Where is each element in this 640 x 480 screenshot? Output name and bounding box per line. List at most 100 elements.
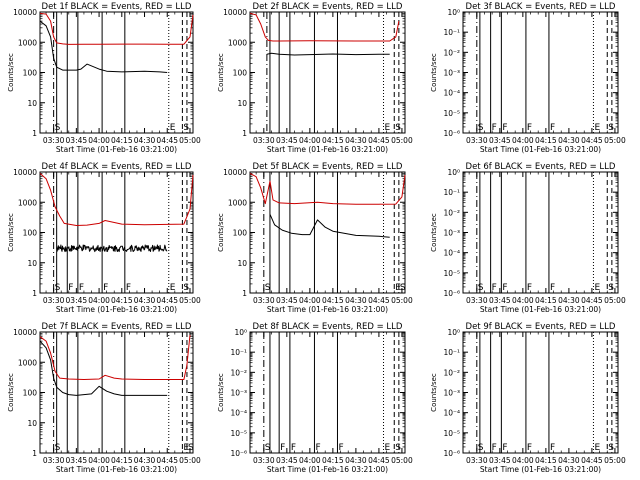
- x-tick-label: 05:00: [604, 296, 626, 305]
- y-tick-label: 10⁻²: [443, 48, 460, 57]
- events-series-line: [269, 214, 390, 238]
- x-tick-label: 04:15: [111, 296, 133, 305]
- x-tick-label: 04:45: [581, 136, 603, 145]
- y-tick-label: 10: [27, 259, 37, 268]
- x-tick-label: 04:15: [111, 456, 133, 465]
- vline-label: F: [291, 443, 296, 453]
- x-axis-label: Start Time (01-Feb-16 03:21:00): [480, 305, 601, 314]
- y-tick-label: 1: [242, 129, 247, 138]
- panel-title: Det 7f BLACK = Events, RED = LLD: [42, 322, 192, 332]
- x-tick-label: 05:00: [391, 296, 413, 305]
- x-tick-label: 03:45: [489, 136, 511, 145]
- plot-frame: [39, 171, 194, 294]
- y-tick-label: 1000: [18, 358, 37, 367]
- x-tick-label: 04:15: [535, 456, 557, 465]
- lld-series-line: [249, 12, 400, 42]
- x-tick-label: 04:00: [299, 456, 321, 465]
- x-tick-label: 04:45: [368, 296, 390, 305]
- x-tick-label: 04:30: [134, 456, 156, 465]
- events-series-line: [39, 20, 168, 73]
- x-axis-label: Start Time (01-Feb-16 03:21:00): [56, 145, 177, 154]
- y-tick-label: 10: [27, 99, 37, 108]
- y-tick-label: 100: [233, 69, 248, 78]
- panel-title: Det 6f BLACK = Events, RED = LLD: [466, 162, 616, 172]
- y-tick-label: 10⁻¹: [443, 28, 460, 37]
- vline-label: F: [502, 123, 507, 133]
- y-tick-label: 100: [23, 69, 38, 78]
- vline-label: E: [385, 123, 391, 133]
- vline-label: S: [55, 283, 61, 293]
- vline-label: F: [280, 443, 285, 453]
- vline-label: S: [55, 443, 61, 453]
- vline-label: S: [608, 283, 614, 293]
- y-tick-label: 10000: [13, 168, 37, 177]
- x-axis-label: Start Time (01-Feb-16 03:21:00): [56, 305, 177, 314]
- x-tick-label: 03:30: [253, 456, 275, 465]
- plot-frame: [462, 11, 619, 134]
- plot-frame: [249, 171, 406, 294]
- y-tick-label: 10⁻¹: [443, 188, 460, 197]
- y-tick-label: 10⁻⁵: [443, 109, 460, 118]
- events-series-line: [266, 52, 390, 56]
- x-tick-label: 04:00: [88, 296, 110, 305]
- x-axis-label: Start Time (01-Feb-16 03:21:00): [56, 465, 177, 474]
- panel-title: Det 3f BLACK = Events, RED = LLD: [466, 2, 616, 12]
- y-tick-label: 10⁰: [447, 328, 460, 337]
- lld-series-line: [39, 173, 194, 226]
- vline-label: F: [492, 443, 497, 453]
- vline-label: S: [183, 283, 189, 293]
- vline-label: E: [170, 123, 176, 133]
- x-tick-label: 04:00: [512, 136, 534, 145]
- vline-label: F: [527, 123, 532, 133]
- y-tick-label: 10⁻¹: [443, 348, 460, 357]
- y-axis-label: Counts/sec: [7, 373, 15, 412]
- y-tick-label: 1000: [18, 38, 37, 47]
- vline-label: F: [68, 283, 73, 293]
- y-tick-label: 1: [32, 129, 37, 138]
- y-tick-label: 10⁻⁴: [443, 249, 460, 258]
- y-axis-label: Counts/sec: [217, 373, 225, 412]
- vline-label: F: [126, 283, 131, 293]
- plot-frame: [462, 331, 619, 454]
- panel-5: Det 5f BLACK = Events, RED = LLD 1 10 100 10…: [217, 162, 413, 314]
- x-tick-label: 03:30: [43, 136, 65, 145]
- panel-7: Det 7f BLACK = Events, RED = LLD 1 10 100 10…: [7, 322, 201, 474]
- y-tick-label: 1: [242, 289, 247, 298]
- vline-label: F: [527, 283, 532, 293]
- panel-9: Det 9f BLACK = Events, RED = LLD 10⁻⁶ 10⁻⁵…: [430, 322, 626, 474]
- vline-label: F: [502, 283, 507, 293]
- panel-8: Det 8f BLACK = Events, RED = LLD 10⁻⁶ 10⁻⁵…: [217, 322, 413, 474]
- x-tick-label: 05:00: [391, 456, 413, 465]
- vline-label: F: [315, 443, 320, 453]
- plot-frame: [249, 331, 406, 454]
- vline-label: S: [265, 443, 271, 453]
- x-tick-label: 03:45: [276, 456, 298, 465]
- vline-label: F: [550, 443, 555, 453]
- y-tick-label: 10⁻⁴: [443, 409, 460, 418]
- lld-series-line: [39, 334, 191, 380]
- x-tick-label: 03:45: [489, 456, 511, 465]
- x-tick-label: 04:30: [558, 296, 580, 305]
- x-tick-label: 04:45: [156, 456, 178, 465]
- vline-label: S: [395, 443, 401, 453]
- x-tick-label: 04:45: [581, 456, 603, 465]
- x-tick-label: 03:45: [66, 136, 88, 145]
- y-tick-label: 10⁻⁶: [443, 289, 460, 298]
- y-tick-label: 100: [23, 389, 38, 398]
- x-tick-label: 04:30: [345, 456, 367, 465]
- lld-series-line: [39, 12, 194, 45]
- y-axis-label: Counts/sec: [7, 213, 15, 252]
- y-tick-label: 10000: [223, 8, 247, 17]
- vline-label: S: [608, 123, 614, 133]
- vline-label: F: [492, 123, 497, 133]
- panel-title: Det 4f BLACK = Events, RED = LLD: [42, 162, 192, 172]
- y-tick-label: 10⁻⁴: [230, 409, 247, 418]
- x-axis-label: Start Time (01-Feb-16 03:21:00): [267, 145, 388, 154]
- y-tick-label: 10: [27, 419, 37, 428]
- x-tick-label: 03:45: [489, 296, 511, 305]
- vline-label: S: [265, 283, 271, 293]
- x-tick-label: 04:45: [368, 136, 390, 145]
- vline-label: E: [183, 443, 189, 453]
- x-tick-label: 04:30: [345, 136, 367, 145]
